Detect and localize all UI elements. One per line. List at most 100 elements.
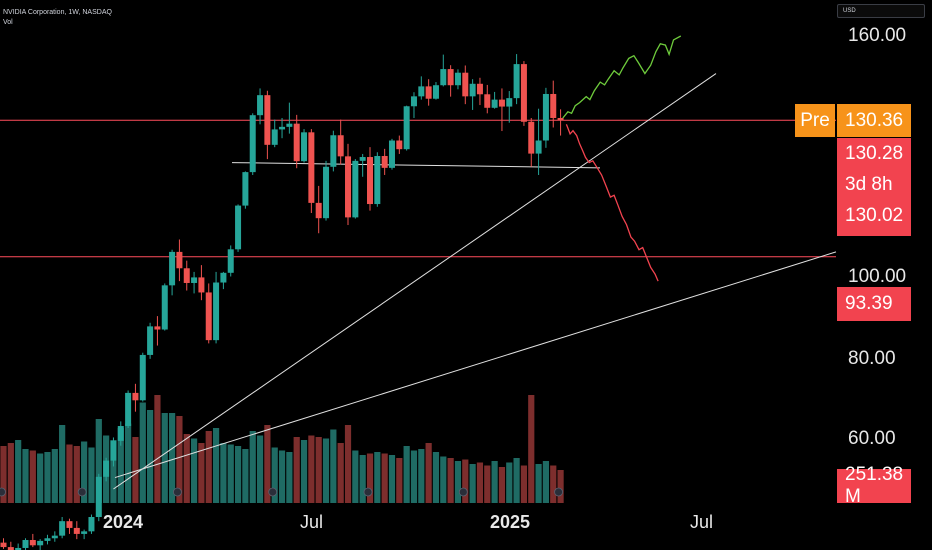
candle-body <box>235 205 242 250</box>
candle-body <box>264 95 271 145</box>
volume-bar <box>550 465 557 503</box>
volume-bar <box>344 425 352 503</box>
earnings-marker-icon <box>554 487 563 497</box>
volume-bar <box>315 437 322 503</box>
volume-bar <box>454 461 462 503</box>
candle-body <box>367 157 373 205</box>
candle-body <box>176 251 183 269</box>
earnings-marker-icon <box>77 487 87 497</box>
volume-bar <box>264 425 271 503</box>
neckline <box>231 162 601 169</box>
candle-body <box>359 157 366 161</box>
volume-bar <box>15 440 22 503</box>
volume-bar <box>476 462 484 503</box>
candle-body <box>352 160 359 218</box>
candle-body <box>103 460 110 477</box>
time-tick-2025: 2025 <box>490 512 531 532</box>
candle-body <box>484 94 491 108</box>
last-price-label: 130.28 3d 8h 130.02 <box>837 138 911 236</box>
volume-bar <box>59 425 66 503</box>
volume-bar <box>513 458 520 503</box>
volume-bar <box>183 434 190 503</box>
bearish-projection-path <box>565 124 659 282</box>
volume-bar <box>190 438 198 503</box>
candle-body <box>447 69 454 86</box>
candle-body <box>476 83 483 95</box>
volume-bar <box>337 443 344 503</box>
volume-bar <box>249 431 256 503</box>
earnings-marker-icon <box>173 487 182 497</box>
volume-bar <box>381 453 388 503</box>
volume-bar <box>212 428 220 503</box>
volume-legend[interactable]: Vol <box>3 19 13 26</box>
volume-bar <box>322 438 330 503</box>
volume-bar <box>37 453 44 503</box>
candle-body <box>22 540 29 548</box>
candle-body <box>286 123 293 127</box>
candle-body <box>432 85 439 99</box>
volume-bar <box>256 435 264 503</box>
volume-bar <box>528 395 535 503</box>
candle-body <box>308 132 315 203</box>
volume-bar <box>44 452 51 503</box>
volume-bar <box>117 428 124 503</box>
symbol-title[interactable]: NVIDIA Corporation, 1W, NASDAQ <box>3 9 112 16</box>
candle-body <box>139 354 146 401</box>
candle-body <box>425 86 432 99</box>
candle-body <box>528 121 535 154</box>
volume-bar <box>557 470 564 503</box>
volume-bar <box>352 450 359 503</box>
candle-body <box>132 392 139 401</box>
volume-bar <box>374 452 381 503</box>
currency-selector[interactable]: USD <box>837 4 925 18</box>
price-tick-60: 60.00 <box>848 428 896 449</box>
candle-body <box>249 115 256 173</box>
volume-bar <box>125 423 132 503</box>
candle-body <box>491 99 498 108</box>
volume-bar <box>308 435 315 503</box>
candle-body <box>520 64 527 122</box>
volume-bar <box>271 447 278 503</box>
candle-body <box>44 538 51 541</box>
candle-body <box>213 282 220 341</box>
volume-bar <box>0 446 7 503</box>
candle-body <box>117 426 124 441</box>
candle-body <box>513 64 520 99</box>
volume-bar <box>432 452 440 503</box>
candle-body <box>29 540 36 546</box>
volume-bar <box>110 440 117 503</box>
candle-body <box>73 527 80 534</box>
candle-body <box>535 140 542 154</box>
close-price-value: 130.02 <box>845 204 904 226</box>
candle-body <box>345 156 352 218</box>
volume-bar <box>22 449 29 503</box>
price-tick-80: 80.00 <box>848 348 896 369</box>
volume-bar <box>132 437 139 503</box>
volume-bar <box>491 461 498 503</box>
volume-bar <box>220 443 227 503</box>
volume-bar <box>95 419 102 503</box>
candle-body <box>550 93 557 118</box>
candle-body <box>66 521 73 528</box>
volume-bar <box>139 402 146 503</box>
volume-bar <box>286 452 293 503</box>
volume-bar <box>498 467 506 503</box>
candle-body <box>374 156 381 205</box>
volume-bar <box>154 395 161 503</box>
candle-body <box>301 132 308 162</box>
volume-bar <box>73 446 80 503</box>
volume-bar <box>176 416 183 503</box>
candle-body <box>381 156 388 168</box>
volume-bar <box>300 440 308 503</box>
candle-body <box>418 86 425 97</box>
volume-bar <box>88 447 95 503</box>
volume-bar <box>330 429 337 503</box>
candle-body <box>323 166 330 219</box>
volume-bar <box>542 461 550 503</box>
volume-bar <box>198 443 205 503</box>
earnings-marker-icon <box>458 487 468 497</box>
candle-body <box>183 268 190 283</box>
candle-body <box>279 126 286 130</box>
volume-bar <box>293 437 300 503</box>
